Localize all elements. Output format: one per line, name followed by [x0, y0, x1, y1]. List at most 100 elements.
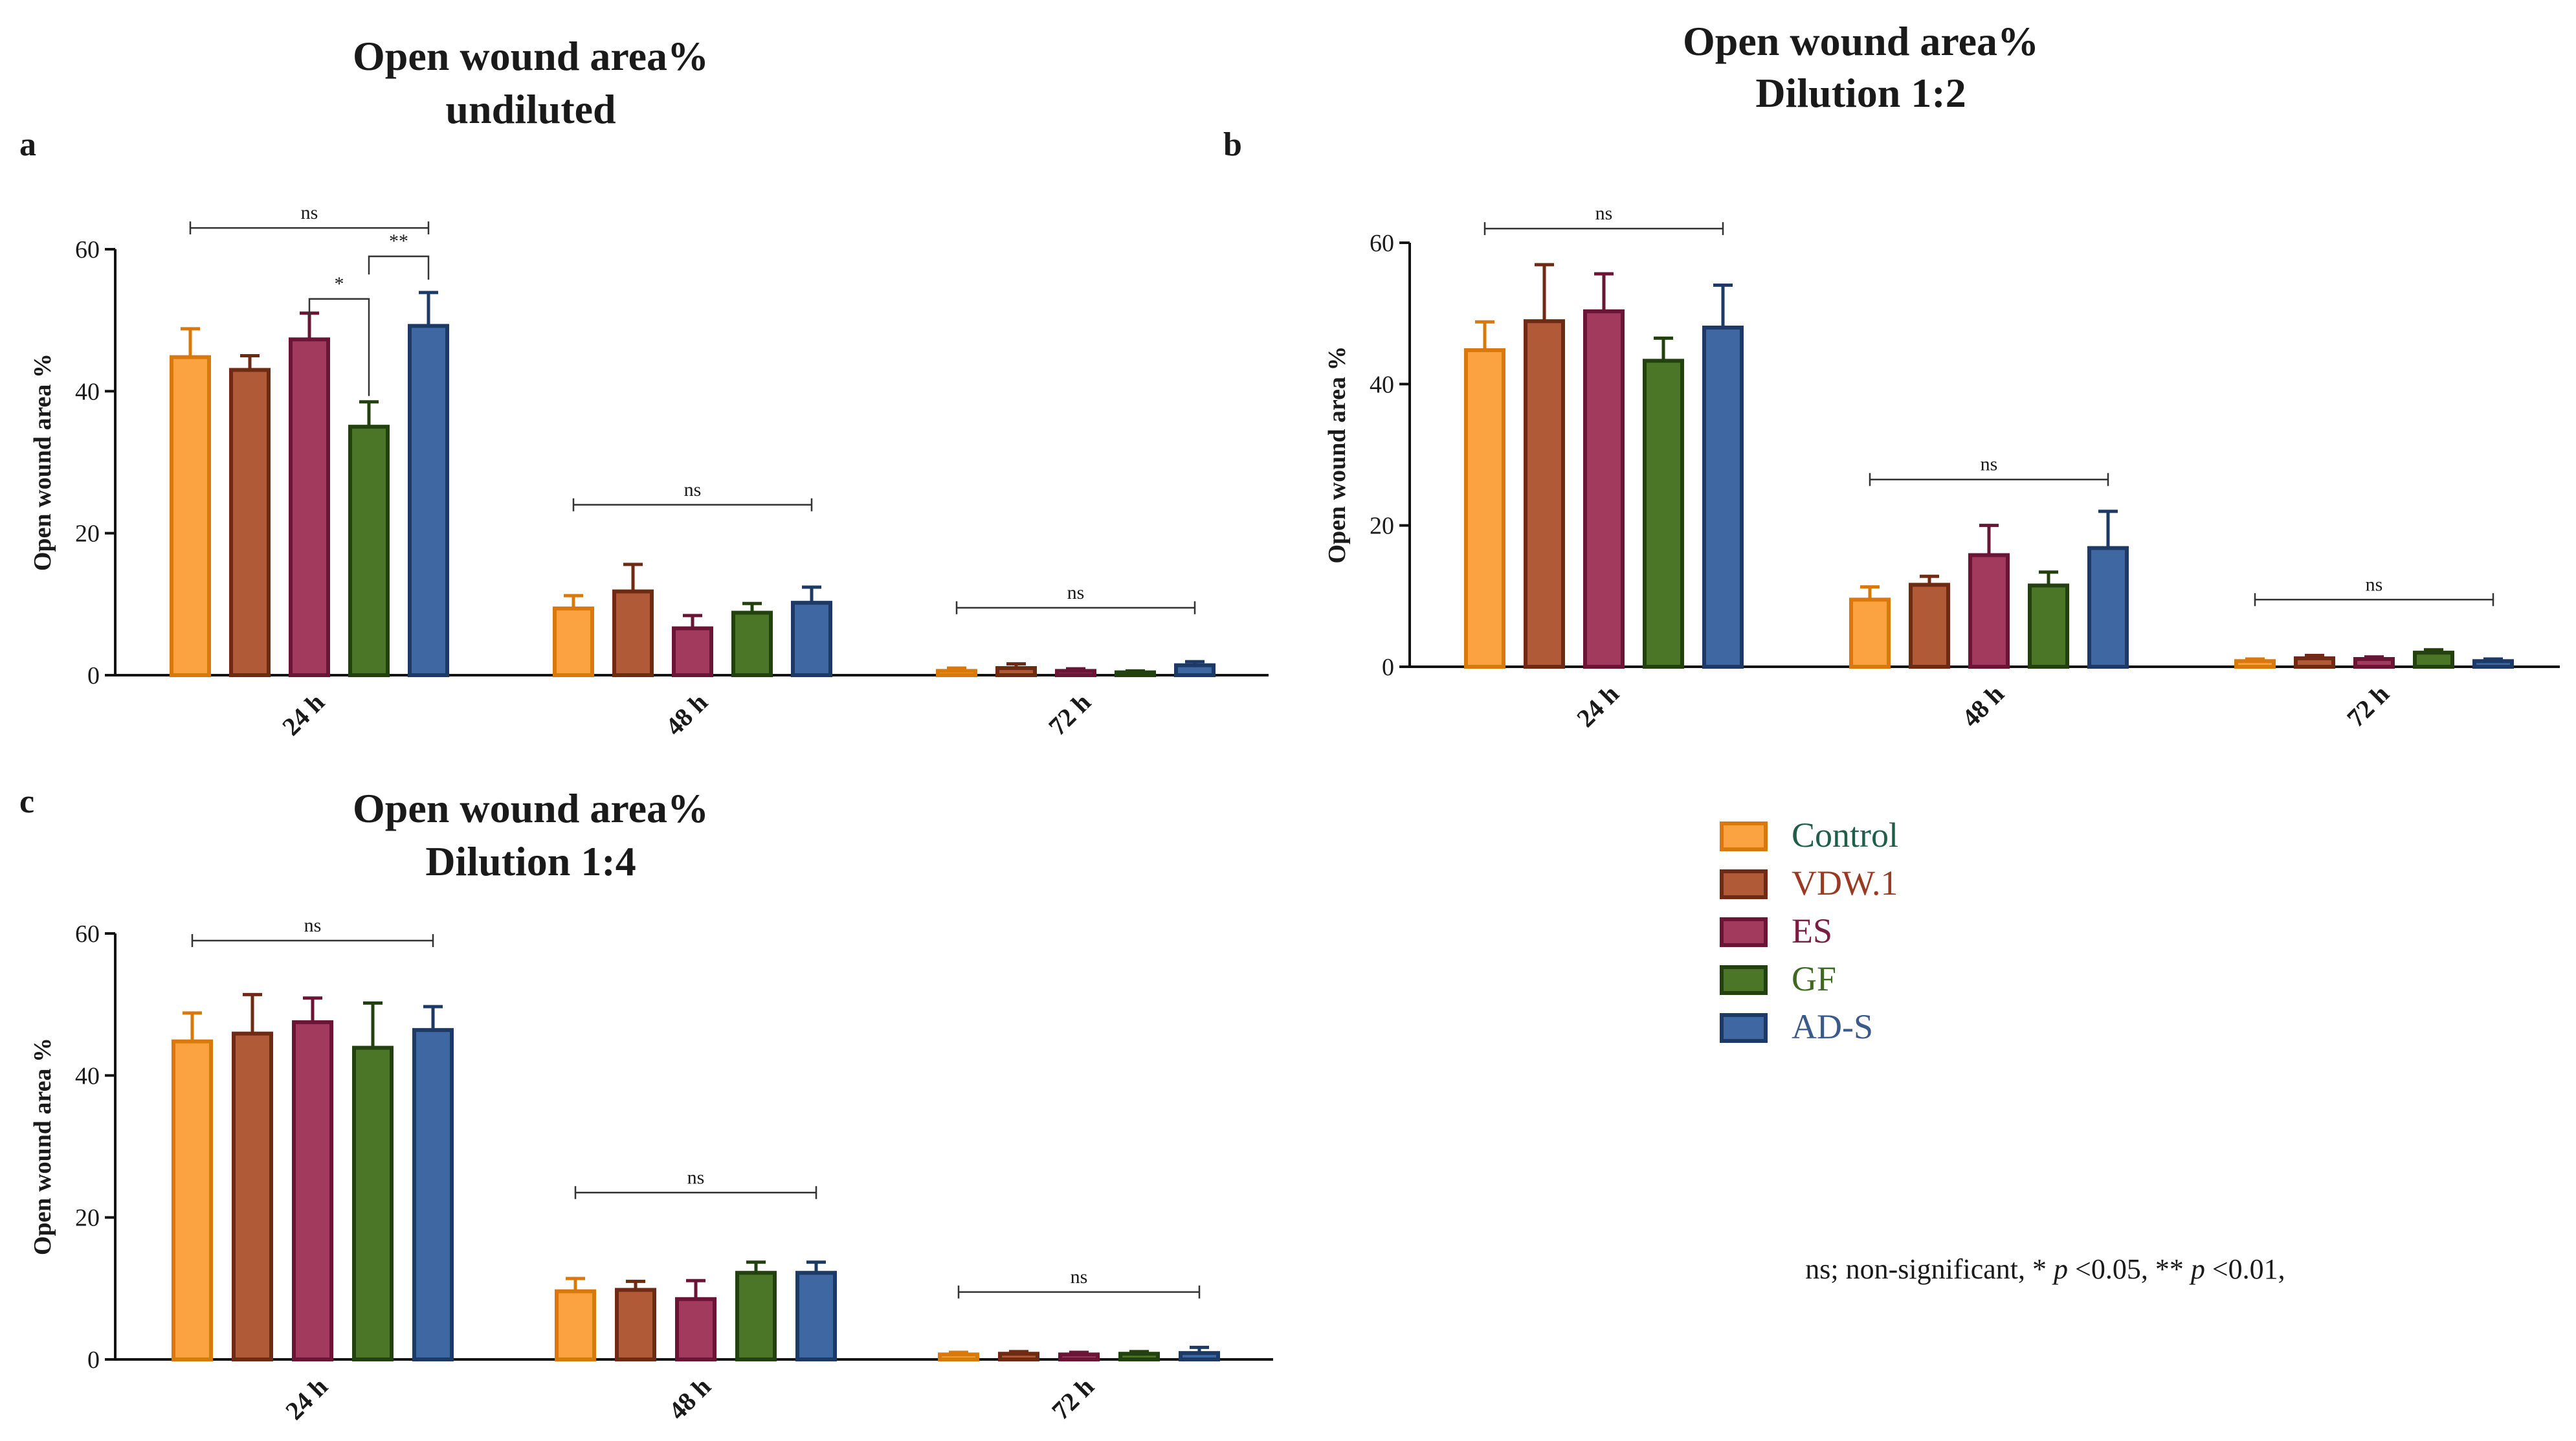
significance-label: ns — [684, 479, 702, 500]
bar-gf — [735, 1271, 777, 1361]
footnote-prefix: ns; non-significant, * — [1805, 1253, 2054, 1285]
y-tick-label: 60 — [1370, 230, 1394, 257]
legend-item-ad-s: AD-S — [1720, 1007, 1873, 1046]
bar-gf — [731, 610, 773, 678]
significance-label: ns — [301, 202, 318, 223]
bar-es — [1583, 309, 1625, 669]
significance-label: * — [335, 273, 344, 295]
y-tick-label: 0 — [1382, 654, 1394, 681]
legend-label: AD-S — [1792, 1007, 1873, 1046]
bar-ad-s — [412, 1028, 454, 1361]
bar-es — [289, 337, 330, 677]
legend-item-control: Control — [1720, 816, 1898, 855]
legend: Control VDW.1 ES GF AD-S — [1720, 816, 1898, 1046]
bar-gf — [348, 425, 390, 678]
bar-es — [672, 626, 713, 677]
bar-control — [936, 669, 977, 678]
chart-panel-a: Open wound area% undiluted a Open wound are… — [19, 33, 1269, 741]
bar-ad-s — [791, 601, 832, 678]
legend-swatch — [1720, 1013, 1768, 1043]
x-category-label: 24 h — [280, 1372, 333, 1425]
chart-panel-c: Open wound area% Dilution 1:4 c Open wound … — [19, 783, 1273, 1425]
bar-control — [1849, 598, 1891, 669]
significance-label: ns — [687, 1167, 705, 1188]
y-tick-label: 60 — [75, 921, 100, 948]
bar-vdw-1 — [995, 666, 1037, 677]
legend-item-vdw-1: VDW.1 — [1720, 864, 1898, 902]
y-tick-label: 20 — [1370, 513, 1394, 540]
chart-title-line-2: undiluted — [445, 86, 616, 132]
significance-bracket: ns — [955, 582, 1196, 614]
bar-ad-s — [1174, 663, 1216, 677]
significance-label: ns — [304, 915, 322, 936]
bar-ad-s — [1179, 1351, 1220, 1361]
significance-bracket: ns — [1869, 454, 2109, 486]
significance-bracket: ns — [1483, 203, 1724, 236]
x-category-label: 24 h — [276, 687, 330, 741]
y-tick-label: 60 — [75, 236, 100, 263]
bar-gf — [2028, 583, 2069, 669]
bar-ad-s — [408, 324, 449, 677]
bar-gf — [2413, 651, 2454, 669]
chart-title-line-1: Open wound area% — [353, 33, 709, 79]
y-tick-label: 40 — [1370, 371, 1394, 398]
panel-letter: c — [19, 783, 34, 820]
chart-panel-b: Open wound area% Dilution 1:2 b Open wound … — [1223, 18, 2560, 733]
panel-letter: a — [19, 126, 36, 163]
significance-label: ns — [1071, 1266, 1088, 1288]
bar-vdw-1 — [1909, 583, 1950, 669]
x-category-label: 48 h — [660, 687, 713, 741]
bar-vdw-1 — [232, 1031, 273, 1361]
bar-control — [172, 1039, 213, 1362]
significance-label: ns — [2366, 574, 2383, 595]
chart-title-line-2: Dilution 1:4 — [425, 838, 636, 884]
bar-es — [2353, 656, 2395, 669]
legend-swatch — [1720, 917, 1768, 947]
bar-vdw-1 — [998, 1352, 1039, 1361]
bar-control — [2234, 659, 2276, 669]
x-category-label: 72 h — [1046, 1372, 1100, 1425]
significance-bracket: ** — [368, 230, 430, 280]
x-category-label: 48 h — [1956, 679, 2010, 733]
bar-vdw-1 — [2294, 656, 2335, 669]
bar-gf — [1643, 359, 1684, 669]
bar-es — [1968, 553, 2010, 669]
footnote-suffix: <0.01, — [2205, 1253, 2285, 1285]
significance-bracket: ns — [191, 915, 434, 947]
bar-ad-s — [2472, 659, 2514, 669]
bar-control — [1464, 348, 1505, 669]
y-tick-label: 40 — [75, 1062, 100, 1089]
bar-vdw-1 — [615, 1288, 656, 1361]
y-tick-label: 40 — [75, 378, 100, 405]
bar-es — [1055, 669, 1096, 678]
bar-control — [555, 1289, 596, 1361]
footnote-mid: <0.05, ** — [2068, 1253, 2191, 1285]
y-tick-label: 0 — [87, 1346, 100, 1374]
bar-control — [553, 606, 594, 677]
significance-footnote: ns; non-significant, * p <0.05, ** p <0.… — [1805, 1253, 2285, 1285]
legend-swatch — [1720, 821, 1768, 851]
bar-es — [675, 1297, 716, 1361]
legend-item-gf: GF — [1720, 959, 1836, 998]
significance-bracket: ns — [2254, 574, 2494, 607]
chart-title-line-1: Open wound area% — [353, 785, 709, 831]
bracket-line — [308, 298, 370, 396]
bar-vdw-1 — [229, 368, 271, 678]
y-tick-label: 20 — [75, 1205, 100, 1232]
significance-bracket: ns — [572, 479, 813, 511]
significance-label: ns — [1981, 454, 1998, 475]
x-category-label: 48 h — [663, 1372, 716, 1425]
legend-label: ES — [1792, 911, 1832, 950]
legend-label: VDW.1 — [1792, 864, 1898, 902]
bracket-line — [368, 255, 430, 280]
significance-bracket: ns — [574, 1167, 817, 1200]
chart-title-line-2: Dilution 1:2 — [1755, 70, 1966, 116]
y-axis-label: Open wound area % — [1324, 346, 1351, 563]
bar-ad-s — [1702, 326, 1744, 669]
x-category-label: 72 h — [2341, 679, 2395, 733]
bar-gf — [1118, 1352, 1160, 1361]
legend-swatch — [1720, 965, 1768, 995]
x-category-label: 72 h — [1043, 687, 1096, 741]
chart-title-line-1: Open wound area% — [1683, 18, 2039, 64]
bar-gf — [1115, 670, 1156, 677]
